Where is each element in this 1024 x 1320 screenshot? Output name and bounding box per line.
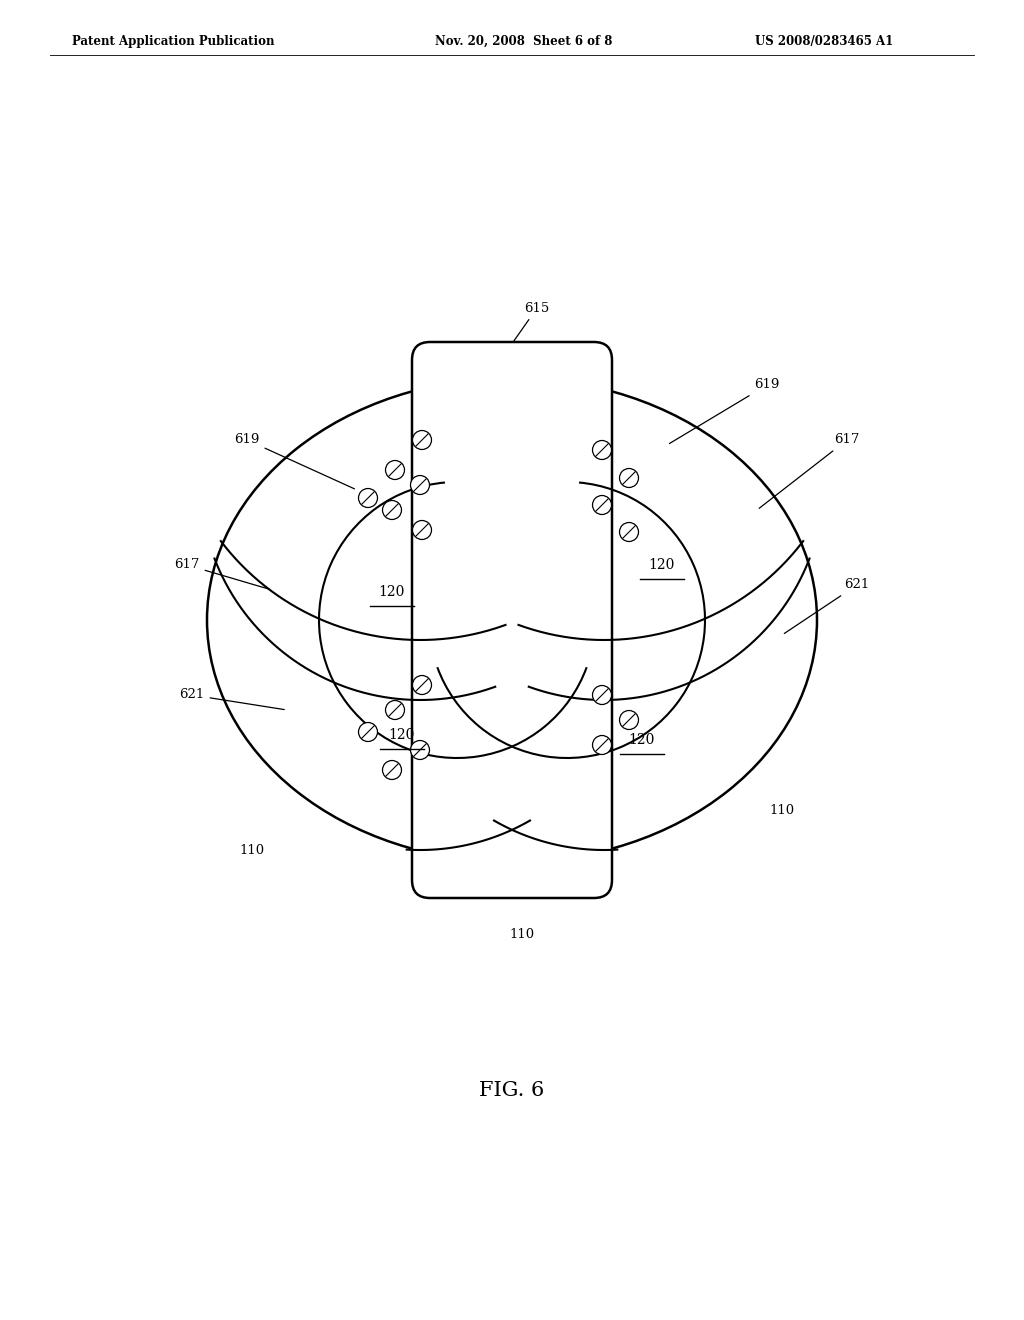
- Circle shape: [413, 520, 431, 540]
- Circle shape: [358, 722, 378, 742]
- Circle shape: [413, 676, 431, 694]
- Circle shape: [385, 461, 404, 479]
- Text: 110: 110: [240, 843, 264, 857]
- Circle shape: [411, 475, 429, 495]
- Circle shape: [620, 710, 639, 730]
- Text: 617: 617: [174, 558, 269, 589]
- Text: 120: 120: [649, 558, 675, 572]
- Text: 621: 621: [179, 689, 285, 710]
- Ellipse shape: [207, 378, 817, 862]
- Text: 617: 617: [759, 433, 860, 508]
- Text: 120: 120: [629, 733, 655, 747]
- Circle shape: [593, 495, 611, 515]
- Text: 619: 619: [670, 379, 779, 444]
- Circle shape: [593, 441, 611, 459]
- Text: 120: 120: [379, 585, 406, 599]
- Text: 619: 619: [234, 433, 354, 488]
- Circle shape: [593, 685, 611, 705]
- Circle shape: [413, 430, 431, 450]
- Circle shape: [620, 523, 639, 541]
- Circle shape: [411, 741, 429, 759]
- Text: 110: 110: [509, 928, 535, 941]
- FancyBboxPatch shape: [412, 342, 612, 898]
- Text: 110: 110: [769, 804, 795, 817]
- Circle shape: [593, 735, 611, 755]
- Text: 120: 120: [389, 729, 415, 742]
- Text: 621: 621: [784, 578, 869, 634]
- Circle shape: [358, 488, 378, 507]
- Text: US 2008/0283465 A1: US 2008/0283465 A1: [755, 36, 893, 48]
- Text: 615: 615: [499, 301, 550, 363]
- Text: Patent Application Publication: Patent Application Publication: [72, 36, 274, 48]
- Circle shape: [383, 760, 401, 780]
- Circle shape: [620, 469, 639, 487]
- Circle shape: [385, 701, 404, 719]
- Circle shape: [383, 500, 401, 520]
- Text: FIG. 6: FIG. 6: [479, 1081, 545, 1100]
- Text: 615: 615: [587, 858, 612, 871]
- Text: Nov. 20, 2008  Sheet 6 of 8: Nov. 20, 2008 Sheet 6 of 8: [435, 36, 612, 48]
